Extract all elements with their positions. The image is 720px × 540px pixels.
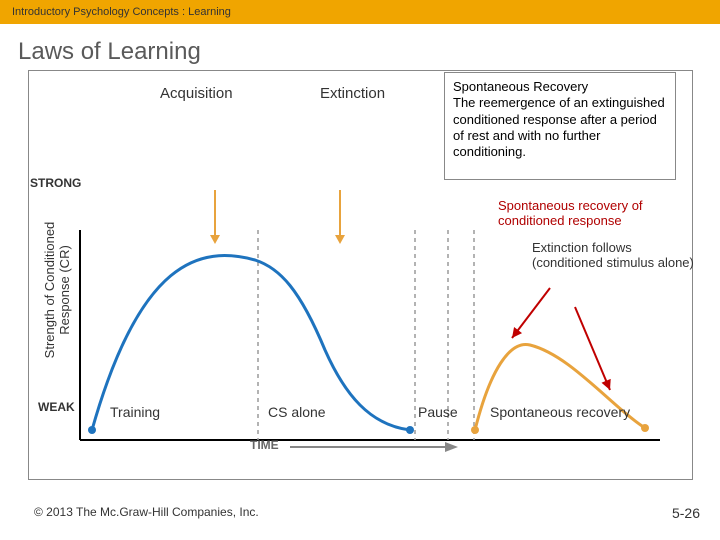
annotation-arrow-head-icon (512, 327, 522, 338)
definition-text: The reemergence of an extinguished condi… (453, 95, 667, 160)
y-axis-title-line1: Strength of Conditioned (42, 222, 57, 359)
acquisition-extinction-endcap (406, 426, 414, 434)
chapter-label: Introductory Psychology Concepts : Learn… (12, 6, 231, 18)
definition-term: Spontaneous Recovery (453, 79, 667, 95)
acquisition-extinction-endcap (88, 426, 96, 434)
x-training-label: Training (110, 404, 160, 420)
acquisition-label: Acquisition (160, 85, 233, 102)
x-csalone-label: CS alone (268, 404, 326, 420)
header-bar: Introductory Psychology Concepts : Learn… (0, 0, 720, 24)
slide-number: 5-26 (672, 505, 700, 521)
annotation-extinction-follows: Extinction follows (conditioned stimulus… (532, 240, 702, 270)
time-label: TIME (250, 438, 279, 452)
annotation-arrow (575, 307, 610, 390)
spontaneous-recovery-endcap (471, 426, 479, 434)
x-pause-label: Pause (418, 404, 458, 420)
copyright-text: © 2013 The Mc.Graw-Hill Companies, Inc. (34, 505, 259, 519)
time-arrow-icon (290, 441, 460, 453)
y-strong-label: STRONG (30, 176, 81, 190)
x-spont-label: Spontaneous recovery (490, 404, 630, 420)
phase-arrow-head-icon (335, 235, 345, 244)
spontaneous-recovery-endcap (641, 424, 649, 432)
y-axis-title: Strength of Conditioned Response (CR) (42, 200, 72, 380)
phase-arrow-head-icon (210, 235, 220, 244)
slide-title: Laws of Learning (18, 38, 720, 66)
extinction-label: Extinction (320, 85, 385, 102)
annotation-spontaneous-recovery: Spontaneous recovery of conditioned resp… (498, 198, 698, 228)
definition-box: Spontaneous Recovery The reemergence of … (444, 72, 676, 180)
